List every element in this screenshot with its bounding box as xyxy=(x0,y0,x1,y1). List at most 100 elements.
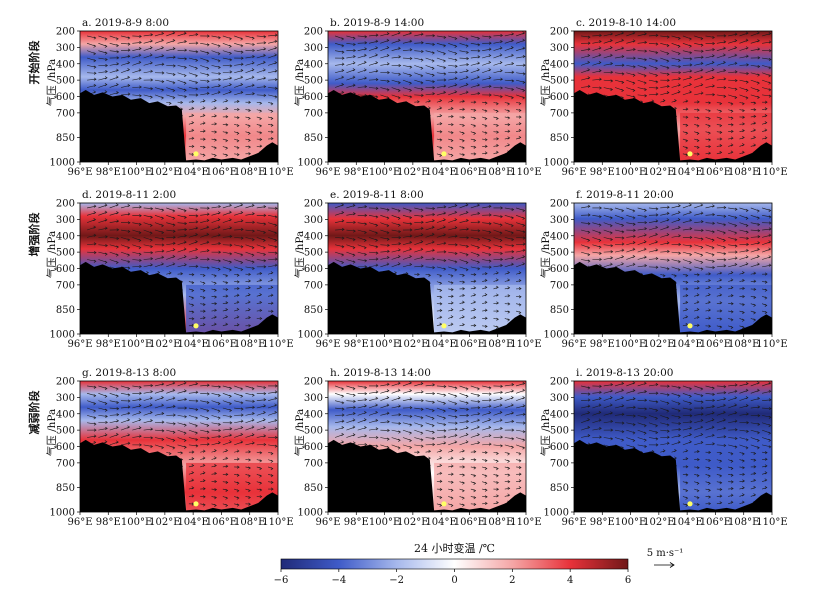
wind-arrow xyxy=(592,244,602,248)
wind-arrow-head xyxy=(768,94,772,98)
wind-arrow xyxy=(120,412,130,416)
y-tick-label: 1000 xyxy=(298,330,323,341)
y-tick-label: 300 xyxy=(550,43,569,54)
wind-arrow xyxy=(200,130,206,133)
wind-arrow xyxy=(234,84,243,88)
wind-arrow xyxy=(368,412,378,416)
wind-arrow-head xyxy=(477,203,480,207)
wind-arrow xyxy=(402,94,412,98)
wind-arrow xyxy=(516,123,522,125)
x-tick-label: 96°E xyxy=(315,167,340,178)
wind-arrow-head xyxy=(677,90,681,94)
wind-arrow-head xyxy=(599,251,602,255)
wind-arrow-head xyxy=(598,60,602,65)
wind-arrow-head xyxy=(621,46,625,50)
wind-arrow-head xyxy=(420,208,424,212)
wind-arrow xyxy=(728,244,738,247)
y-tick-label: 200 xyxy=(550,199,569,210)
wind-arrow-head xyxy=(499,46,503,50)
wind-arrow xyxy=(436,219,446,223)
wind-arrow xyxy=(603,263,613,268)
wind-arrow xyxy=(682,211,692,216)
wind-arrow xyxy=(470,244,480,248)
wind-arrow xyxy=(357,435,367,438)
wind-arrow-head xyxy=(364,53,367,57)
wind-arrow xyxy=(448,131,454,134)
wind-arrow-head xyxy=(259,124,263,128)
wind-arrow-head xyxy=(104,203,108,207)
wind-arrow xyxy=(694,324,700,327)
wind-arrow xyxy=(762,281,768,283)
wind-arrow-head xyxy=(352,246,356,250)
wind-arrow xyxy=(705,101,711,104)
wind-arrow-head xyxy=(150,33,154,37)
wind-arrow-head xyxy=(218,393,221,398)
wind-arrow xyxy=(671,235,681,238)
wind-arrow xyxy=(716,251,726,255)
wind-arrow-head xyxy=(439,153,443,158)
wind-arrow-head xyxy=(409,39,413,43)
wind-arrow-head xyxy=(387,243,390,247)
wind-arrow-head xyxy=(195,220,199,224)
wind-arrow-head xyxy=(195,208,199,212)
wind-arrow xyxy=(109,385,119,390)
wind-arrow-head xyxy=(473,124,477,128)
wind-arrow-head xyxy=(386,396,390,400)
wind-arrow xyxy=(391,72,401,75)
wind-arrow-head xyxy=(263,41,267,45)
wind-arrow-head xyxy=(270,452,274,456)
wind-arrow-head xyxy=(428,99,431,103)
wind-arrow-head xyxy=(191,106,195,110)
wind-arrow-head xyxy=(229,427,233,431)
wind-arrow xyxy=(470,221,480,223)
wind-arrow xyxy=(459,70,469,74)
wind-arrow xyxy=(380,63,390,66)
wind-arrow xyxy=(334,84,344,88)
wind-arrow-head xyxy=(104,440,108,444)
wind-arrow xyxy=(132,69,142,74)
y-tick-label: 700 xyxy=(550,108,569,119)
wind-arrow-head xyxy=(685,300,689,304)
wind-arrow xyxy=(470,84,480,88)
wind-arrow xyxy=(109,414,119,416)
wind-arrow-head xyxy=(488,433,492,438)
wind-arrow xyxy=(109,400,119,403)
wind-arrow-head xyxy=(274,418,278,422)
wind-arrow-head xyxy=(138,252,142,256)
wind-arrow-head xyxy=(214,130,218,134)
wind-arrow xyxy=(143,222,153,226)
wind-arrow xyxy=(402,415,412,417)
wind-arrow xyxy=(391,40,401,44)
x-tick-label: 104°E xyxy=(425,167,456,178)
wind-arrow xyxy=(516,222,525,226)
wind-arrow-head xyxy=(700,61,704,65)
wind-arrow-head xyxy=(341,62,345,66)
wind-arrow xyxy=(334,385,344,390)
wind-arrow xyxy=(716,131,722,133)
wind-arrow xyxy=(425,42,435,45)
y-tick-label: 200 xyxy=(304,377,323,388)
wind-arrow xyxy=(256,251,266,255)
wind-arrow-head xyxy=(488,68,492,72)
wind-arrow-head xyxy=(484,131,488,135)
wind-arrow-head xyxy=(363,60,367,64)
wind-arrow-head xyxy=(127,425,131,429)
wind-arrow xyxy=(132,419,141,424)
wind-arrow xyxy=(268,481,274,483)
wind-arrow-head xyxy=(432,436,436,441)
wind-arrow-head xyxy=(587,76,591,80)
wind-arrow-head xyxy=(420,431,424,435)
wind-arrow-head xyxy=(184,65,187,70)
wind-arrow-head xyxy=(206,43,210,47)
wind-arrow-head xyxy=(206,423,210,428)
wind-arrow-head xyxy=(217,409,221,413)
wind-arrow-head xyxy=(217,218,221,222)
wind-arrow-head xyxy=(116,236,120,241)
wind-arrow xyxy=(671,212,681,216)
wind-arrow-head xyxy=(507,270,511,275)
wind-arrow-head xyxy=(488,35,492,39)
wind-arrow-head xyxy=(499,245,503,249)
wind-arrow-head xyxy=(127,238,131,242)
y-tick-label: 850 xyxy=(304,305,323,316)
wind-arrow-head xyxy=(240,413,244,417)
